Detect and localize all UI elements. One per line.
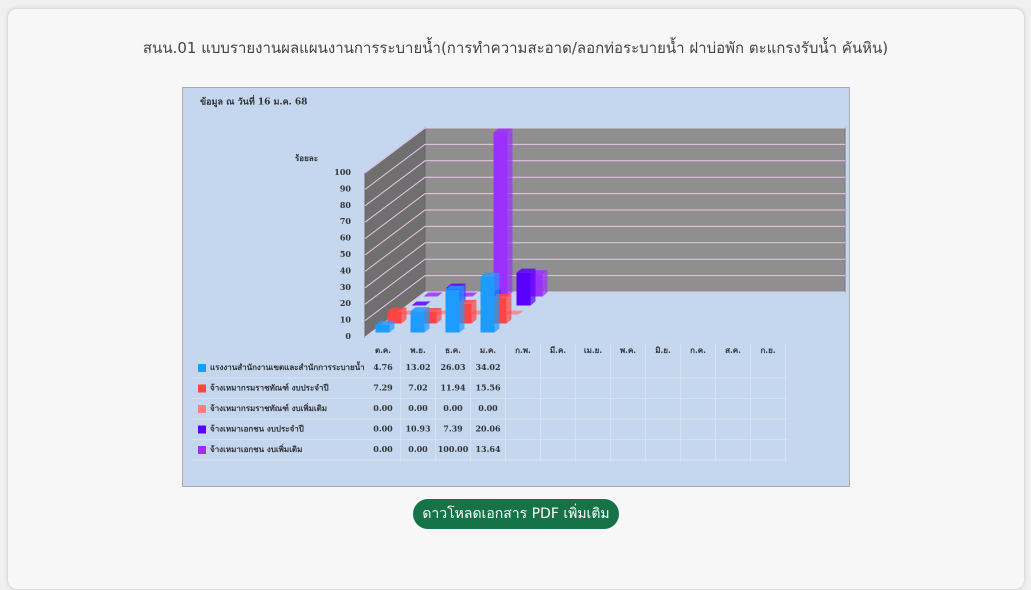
x-tick-label: ธ.ค. <box>445 345 461 355</box>
bar-top <box>411 301 431 306</box>
x-tick-label: ก.ค. <box>690 345 706 355</box>
bar <box>375 324 390 333</box>
bar-top <box>516 268 536 273</box>
data-label: 13.02 <box>405 362 430 372</box>
data-label: 0.00 <box>373 444 393 454</box>
y-tick-label: 100 <box>334 167 351 177</box>
data-label: 7.02 <box>408 383 427 393</box>
legend-label: จ้างเหมาเอกชน งบประจำปี <box>210 424 304 434</box>
bar-side <box>471 299 477 324</box>
grid-line <box>364 225 845 272</box>
bar-side <box>459 285 465 333</box>
legend-label: จ้างเหมากรมราชทัณฑ์ งบประจำปี <box>210 383 329 393</box>
data-label: 10.93 <box>405 424 430 434</box>
bar-side <box>389 320 395 333</box>
legend-label: แรงงานสำนักงานเขตและสำนักการระบายน้ำ <box>210 361 365 372</box>
bar-top <box>493 128 513 133</box>
legend-swatch <box>198 364 206 372</box>
bar <box>493 132 508 297</box>
grid-line <box>364 275 845 322</box>
y-tick-label: 10 <box>340 315 352 325</box>
grid-line <box>364 258 845 305</box>
y-tick-label: 60 <box>340 233 352 243</box>
x-tick-label: มิ.ย. <box>655 345 671 355</box>
bar-side <box>507 128 513 297</box>
grid-line <box>364 193 845 240</box>
y-tick-label: 40 <box>340 265 352 275</box>
x-tick-label: ก.ย. <box>760 345 775 355</box>
x-tick-label: ก.พ. <box>515 345 531 355</box>
bar-side <box>506 293 512 324</box>
bar <box>445 289 460 333</box>
data-label: 7.39 <box>443 424 463 434</box>
data-label: 7.29 <box>373 383 393 393</box>
y-tick-label: 80 <box>340 200 352 210</box>
data-label: 15.56 <box>475 383 500 393</box>
bar-side <box>542 270 548 297</box>
data-label: 20.06 <box>475 424 500 434</box>
bar <box>480 276 495 333</box>
download-button[interactable]: ดาวโหลดเอกสาร PDF เพิ่มเติม <box>413 499 619 529</box>
bar <box>387 311 402 324</box>
bar-top <box>387 307 407 312</box>
data-label: 0.00 <box>408 444 428 454</box>
x-tick-label: พ.ค. <box>620 345 636 355</box>
grid-line <box>364 143 845 190</box>
bar-side <box>494 272 500 333</box>
page: สนน.01 แบบรายงานผลแผนงานการระบายน้ำ(การท… <box>7 8 1025 590</box>
legend-swatch <box>198 446 206 454</box>
x-tick-label: เม.ย. <box>584 345 602 355</box>
page-title: สนน.01 แบบรายงานผลแผนงานการระบายน้ำ(การท… <box>142 39 889 57</box>
bar <box>516 272 531 306</box>
chart: ข้อมูล ณ วันที่ 16 ม.ค. 68 ร้อยละ 0 10 20 3… <box>182 87 850 487</box>
bar-top <box>410 307 430 312</box>
grid-line <box>364 127 845 174</box>
grid-line <box>364 160 845 207</box>
x-tick-label: พ.ย. <box>410 345 426 355</box>
data-label: 0.00 <box>478 403 498 413</box>
legend-label: จ้างเหมากรมราชทัณฑ์ งบเพิ่มเติม <box>210 402 327 413</box>
y-tick-label: 30 <box>340 282 352 292</box>
annotation: ข้อมูล ณ วันที่ 16 ม.ค. 68 <box>200 95 307 108</box>
data-label: 0.00 <box>373 424 393 434</box>
bar-top <box>423 292 443 297</box>
data-label: 11.94 <box>440 383 465 393</box>
data-label: 100.00 <box>438 444 469 454</box>
bar-side <box>401 307 407 324</box>
y-tick-label: 20 <box>340 298 352 308</box>
bar-side <box>424 307 430 333</box>
data-label: 0.00 <box>373 403 393 413</box>
y-tick-label: 0 <box>345 331 351 341</box>
x-tick-label: ม.ค. <box>480 345 496 355</box>
grid-line <box>364 209 845 256</box>
grid-line <box>364 242 845 289</box>
legend-swatch <box>198 405 206 413</box>
y-tick-label: 70 <box>340 216 352 226</box>
data-label: 26.03 <box>440 362 465 372</box>
data-label: 0.00 <box>408 403 428 413</box>
legend-swatch <box>198 384 206 393</box>
legend-swatch <box>198 425 206 434</box>
bar-side <box>436 307 442 324</box>
y-axis-label: ร้อยละ <box>295 153 318 163</box>
data-label: 4.76 <box>373 362 393 372</box>
bar-side <box>530 268 536 306</box>
data-label: 13.64 <box>475 444 500 454</box>
x-tick-label: ต.ค. <box>375 345 391 355</box>
x-tick-label: มี.ค. <box>550 345 566 355</box>
grid-line <box>364 176 845 223</box>
bar-top <box>445 285 465 290</box>
y-tick-label: 90 <box>340 183 352 193</box>
bar-top <box>480 272 500 277</box>
data-label: 34.02 <box>475 362 500 372</box>
data-label: 0.00 <box>443 403 463 413</box>
bar-top <box>375 320 395 325</box>
x-tick-label: ส.ค. <box>725 345 741 355</box>
legend-label: จ้างเหมาเอกชน งบเพิ่มเติม <box>210 443 302 454</box>
y-tick-label: 50 <box>340 249 352 259</box>
bar <box>410 311 425 333</box>
